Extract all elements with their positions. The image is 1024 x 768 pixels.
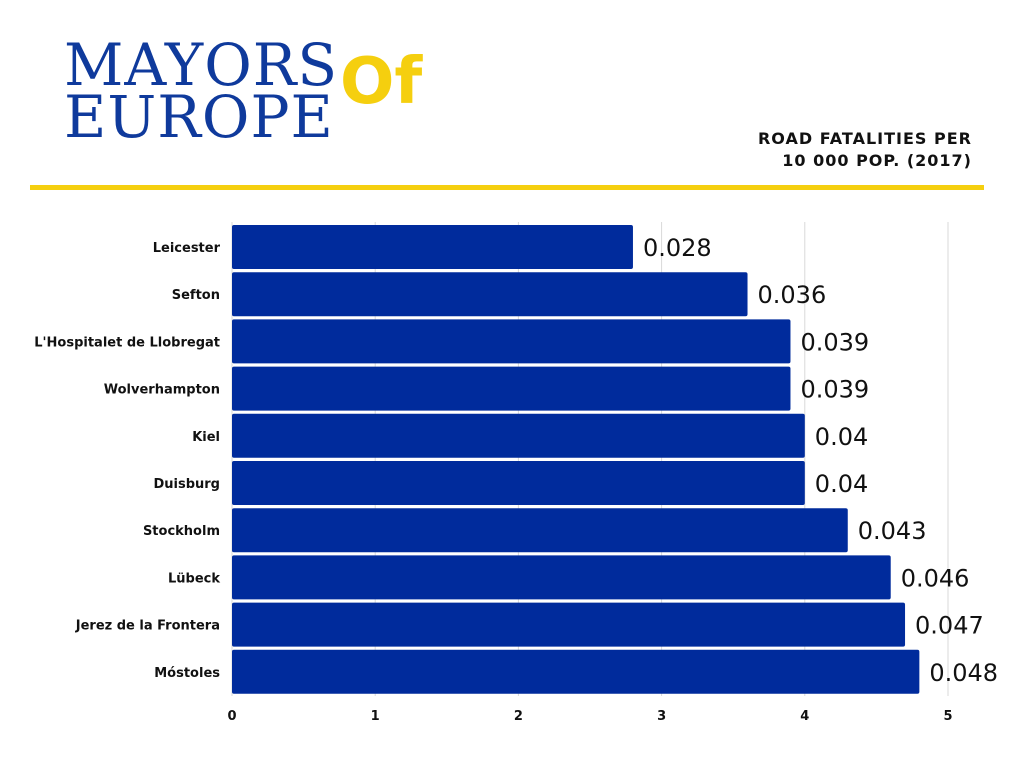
value-label-9: 0.048: [929, 659, 998, 687]
x-tick-label-5: 5: [943, 709, 952, 724]
value-label-0: 0.028: [643, 234, 712, 262]
bar-6: [232, 508, 848, 553]
x-tick-label-1: 1: [371, 709, 380, 724]
x-tick-label-3: 3: [657, 709, 666, 724]
category-label-8: Jerez de la Frontera: [75, 619, 220, 634]
bar-5: [232, 461, 805, 505]
logo-word-europe: EUROPE: [64, 83, 334, 151]
value-label-1: 0.036: [758, 281, 827, 309]
category-label-9: Móstoles: [154, 666, 220, 681]
title-divider: [30, 185, 984, 190]
category-label-7: Lübeck: [168, 571, 220, 586]
category-label-4: Kiel: [192, 430, 220, 445]
bar-chart: Leicester 0.028 Sefton 0.036 L'Hospitalet de…: [34, 222, 998, 724]
mayors-of-europe-logo: MAYORS EUROPE Of: [60, 30, 440, 150]
value-label-5: 0.04: [815, 470, 868, 498]
x-tick-label-4: 4: [800, 709, 809, 724]
logo-word-mayors: MAYORS: [64, 31, 339, 99]
bar-1: [232, 272, 748, 317]
value-label-3: 0.039: [800, 376, 869, 404]
chart-title-line-2: 10 000 POP. (2017): [782, 151, 972, 170]
chart-title-line-1: ROAD FATALITIES PER: [757, 129, 972, 148]
bar-7: [232, 555, 891, 600]
logo-word-of: Of: [340, 45, 423, 119]
value-label-6: 0.043: [858, 517, 927, 545]
value-label-4: 0.04: [815, 423, 868, 451]
bar-4: [232, 413, 805, 458]
value-label-8: 0.047: [915, 612, 984, 640]
bar-3: [232, 366, 791, 411]
value-label-7: 0.046: [901, 564, 970, 592]
bar-9: [232, 649, 920, 694]
x-tick-label-0: 0: [227, 709, 236, 724]
category-label-5: Duisburg: [153, 477, 220, 492]
x-tick-label-2: 2: [514, 709, 523, 724]
category-label-2: L'Hospitalet de Llobregat: [34, 335, 220, 350]
category-label-0: Leicester: [153, 241, 221, 256]
value-label-2: 0.039: [800, 328, 869, 356]
category-label-3: Wolverhampton: [104, 383, 220, 398]
bar-0: [232, 225, 633, 269]
category-label-6: Stockholm: [143, 524, 220, 539]
bar-8: [232, 602, 906, 647]
chart-title: ROAD FATALITIES PER 10 000 POP. (2017): [758, 128, 972, 172]
category-label-1: Sefton: [172, 288, 220, 303]
bar-2: [232, 319, 791, 364]
